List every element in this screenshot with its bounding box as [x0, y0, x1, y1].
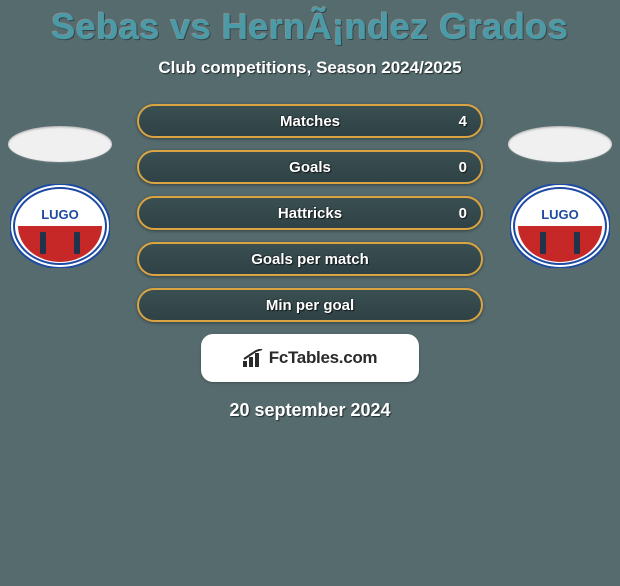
- date-text: 20 september 2024: [0, 400, 620, 421]
- stat-right-value: 4: [459, 113, 467, 130]
- brand-label: FcTables.com: [269, 348, 378, 368]
- bar-chart-icon: [243, 349, 265, 367]
- stat-label: Min per goal: [266, 297, 354, 314]
- page-title: Sebas vs HernÃ¡ndez Grados: [0, 6, 620, 48]
- stat-row-hattricks: Hattricks 0: [137, 196, 483, 230]
- player-avatar-right: [508, 126, 612, 162]
- stat-row-goals-per-match: Goals per match: [137, 242, 483, 276]
- stats-list: Matches 4 Goals 0 Hattricks 0 Goals per …: [137, 104, 483, 322]
- stat-right-value: 0: [459, 205, 467, 222]
- stat-label: Hattricks: [278, 205, 342, 222]
- stat-label: Goals: [289, 159, 331, 176]
- club-badge-right: LUGO: [510, 184, 610, 268]
- club-logo-right-icon: LUGO: [510, 184, 610, 268]
- stat-right-value: 0: [459, 159, 467, 176]
- club-badge-left: LUGO: [10, 184, 110, 268]
- brand-box[interactable]: FcTables.com: [201, 334, 419, 382]
- svg-text:LUGO: LUGO: [41, 207, 79, 222]
- stat-row-matches: Matches 4: [137, 104, 483, 138]
- stat-label: Goals per match: [251, 251, 369, 268]
- player-avatar-left: [8, 126, 112, 162]
- page-subtitle: Club competitions, Season 2024/2025: [0, 58, 620, 78]
- svg-text:LUGO: LUGO: [541, 207, 579, 222]
- club-logo-left-icon: LUGO: [10, 184, 110, 268]
- stat-row-min-per-goal: Min per goal: [137, 288, 483, 322]
- stat-label: Matches: [280, 113, 340, 130]
- stat-row-goals: Goals 0: [137, 150, 483, 184]
